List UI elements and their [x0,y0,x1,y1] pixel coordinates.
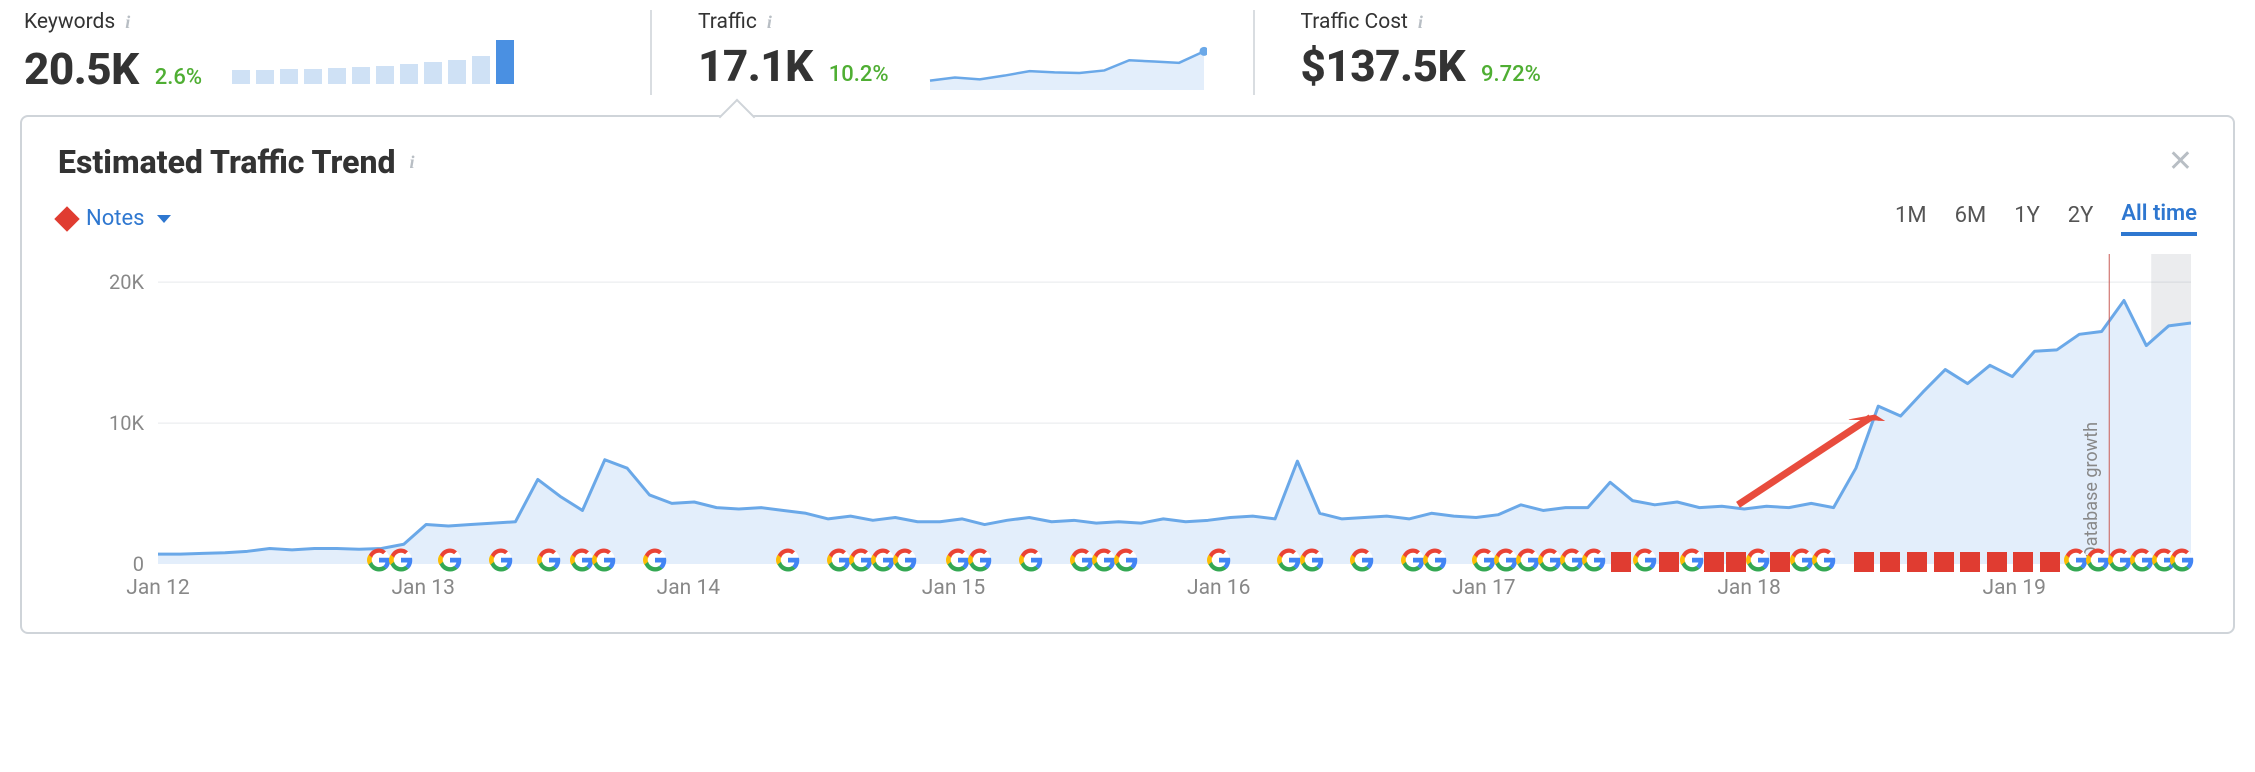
x-tick-label: Jan 12 [126,576,189,600]
x-tick-label: Jan 17 [1452,576,1515,600]
range-1y[interactable]: 1Y [2014,203,2040,234]
sparkbar-segment [376,66,394,84]
info-icon[interactable]: i [125,12,130,33]
sparkbar-segment [280,69,298,84]
chevron-down-icon [157,215,171,223]
info-icon[interactable]: i [410,152,415,173]
x-axis-labels: Jan 12Jan 13Jan 14Jan 15Jan 16Jan 17Jan … [158,568,2191,612]
traffic-trend-panel: Estimated Traffic Trend i ✕ Notes 1M 6M 1Y… [20,115,2235,634]
sparkbar-segment [232,70,250,84]
x-tick-label: Jan 15 [922,576,985,600]
panel-title: Estimated Traffic Trend [58,143,396,181]
x-tick-label: Jan 19 [1982,576,2045,600]
y-tick-label: 10K [109,411,144,435]
diamond-icon [54,206,79,231]
sparkbar-segment [328,68,346,84]
metric-keywords[interactable]: Keywords i 20.5K 2.6% [24,10,650,95]
y-tick-label: 20K [109,270,144,294]
keywords-sparkbar [232,40,514,84]
metric-delta: 10.2% [829,62,889,87]
x-tick-label: Jan 14 [657,576,720,600]
notes-button[interactable]: Notes [58,206,171,231]
metric-value: 20.5K [24,43,139,95]
metric-delta: 2.6% [155,65,202,90]
info-icon[interactable]: i [1418,12,1423,33]
x-tick-label: Jan 13 [391,576,454,600]
notes-label: Notes [86,206,144,231]
metrics-row: Keywords i 20.5K 2.6% Traffic i 17.1K 10… [20,10,2235,101]
traffic-trend-chart[interactable]: 0 10K 20K Database growth Jan 12 Jan 13 Jan … [58,254,2197,612]
sparkbar-segment [424,62,442,84]
x-tick-label: Jan 18 [1717,576,1780,600]
range-6m[interactable]: 6M [1955,203,1987,234]
metric-label: Traffic [698,10,757,34]
x-tick-label: Jan 16 [1187,576,1250,600]
sparkbar-segment [256,70,274,84]
sparkbar-segment [496,40,514,84]
trend-arrow-icon [158,254,2191,564]
y-tick-label: 0 [133,552,144,576]
metric-traffic[interactable]: Traffic i 17.1K 10.2% [650,10,1253,95]
metric-value: $137.5K [1301,40,1465,92]
panel-notch [719,99,756,136]
chart-plot-area: Database growth [158,254,2191,564]
metric-label: Keywords [24,10,115,34]
metric-label: Traffic Cost [1301,10,1408,34]
range-1m[interactable]: 1M [1895,203,1927,234]
close-icon[interactable]: ✕ [2164,143,2197,181]
traffic-sparkline [927,42,1207,90]
sparkbar-segment [352,67,370,84]
sparkbar-segment [448,60,466,84]
metric-value: 17.1K [698,40,813,92]
time-range-selector: 1M 6M 1Y 2Y All time [1895,201,2197,236]
info-icon[interactable]: i [767,12,772,33]
range-2y[interactable]: 2Y [2068,203,2094,234]
metric-traffic-cost[interactable]: Traffic Cost i $137.5K 9.72% [1253,10,1707,95]
metric-delta: 9.72% [1481,62,1541,87]
sparkbar-segment [400,64,418,84]
y-axis-labels: 010K20K [58,254,152,564]
sparkbar-segment [304,69,322,84]
range-all-time[interactable]: All time [2121,201,2197,236]
sparkbar-segment [472,56,490,84]
